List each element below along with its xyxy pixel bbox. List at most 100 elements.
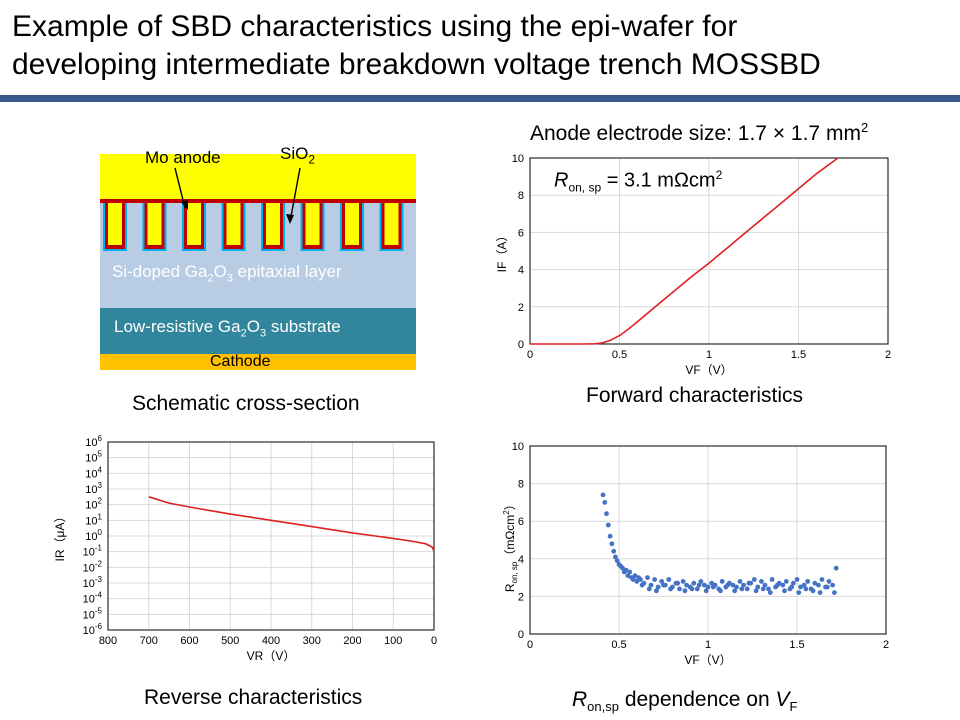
ron-ylabel-r: R	[502, 583, 517, 593]
ron-data-point	[759, 579, 764, 584]
y-tick-label: 8	[518, 479, 524, 491]
cross-section-caption: Schematic cross-section	[132, 392, 360, 415]
ron-annotation-sup: 2	[715, 168, 723, 182]
x-tick-label: 700	[140, 635, 158, 647]
sio2-sub: 2	[308, 152, 316, 167]
ron-data-point	[677, 586, 682, 592]
ron-data-point	[816, 582, 821, 588]
ron-data-point	[709, 580, 714, 586]
sub-sub-1: 2	[240, 327, 247, 340]
ron-data-point	[607, 533, 613, 539]
y-tick-label: 4	[518, 265, 524, 277]
x-tick-label: 2	[883, 639, 889, 651]
epi-text-2: O	[213, 262, 227, 281]
ron-data-point	[762, 582, 768, 588]
ron-ylabel-close: ）	[502, 498, 517, 511]
ron-data-point	[725, 582, 730, 588]
y-tick-label: 10-5	[83, 606, 103, 621]
y-tick-label: 10	[512, 153, 524, 165]
ron-data-point	[655, 584, 661, 590]
ron-data-point	[620, 565, 625, 571]
sub-text-2: O	[246, 317, 260, 336]
ron-data-point	[819, 577, 825, 582]
y-tick-label: 10	[512, 441, 524, 453]
epi-sub-1: 2	[207, 272, 214, 285]
ron-data-point	[732, 588, 738, 594]
reverse-chart-svg: 800 700 600 500 400 300 200 100 0 106105104103102…	[53, 434, 437, 663]
trench-fill	[226, 202, 241, 245]
ron-data-point	[652, 577, 657, 582]
forward-chart: 0 0.5 1 1.5 2 0 2 4 6 8 10 VF（V） IF（A） Ron, sp = 3.1…	[492, 148, 902, 380]
y-tick-label: 100	[85, 528, 102, 543]
y-tick-label: 6	[518, 227, 524, 239]
y-tick-label: 106	[85, 434, 102, 449]
x-tick-label: 1	[706, 349, 712, 361]
ron-annotation: Ron, sp = 3.1 mΩcm2	[554, 168, 722, 195]
y-tick-label: 103	[85, 481, 102, 496]
x-tick-label: 800	[99, 635, 117, 647]
y-tick-label: 10-3	[83, 575, 103, 590]
title-divider	[0, 95, 960, 102]
forward-title-main: Anode electrode size: 1.7 × 1.7 mm	[530, 122, 861, 145]
x-tick-label: 0.5	[611, 639, 626, 651]
trench-array	[100, 199, 416, 251]
ron-annotation-sub: on, sp	[568, 180, 602, 195]
ron-data-point	[691, 580, 697, 586]
y-axis-label: IR（μA）	[53, 511, 67, 562]
sub-text-1: Low-resistive Ga	[114, 317, 241, 336]
ron-data-point	[789, 584, 795, 590]
epi-sub-2: 3	[226, 272, 233, 285]
ron-data-point	[604, 511, 609, 517]
ron-data-point	[766, 586, 771, 592]
substrate-layer	[100, 308, 416, 354]
x-tick-label: 2	[885, 349, 891, 361]
ron-caption-v: V	[775, 688, 790, 711]
reverse-chart: 800 700 600 500 400 300 200 100 0 106 105 104 103 102…	[50, 432, 450, 672]
sio2-pointer	[289, 167, 301, 223]
y-tick-label: 10-4	[83, 591, 103, 606]
x-tick-label: 0	[527, 639, 533, 651]
ron-data-point	[826, 579, 832, 584]
ron-annotation-value: = 3.1 mΩcm	[601, 169, 716, 192]
y-tick-label: 2	[518, 302, 524, 314]
y-tick-label: 105	[85, 450, 102, 465]
forward-caption: Forward characteristics	[586, 384, 804, 407]
ron-caption-r: R	[572, 688, 588, 711]
y-tick-label: 104	[85, 465, 102, 480]
ron-data-point	[702, 582, 707, 588]
ron-data-point	[796, 590, 802, 595]
y-tick-label: 0	[518, 339, 524, 351]
ron-data-point	[719, 579, 725, 584]
cross-section-diagram: Mo anode SiO2 Si-doped Ga2O3 epitaxial l…	[100, 144, 416, 372]
ron-data-point	[623, 567, 629, 573]
ron-data-point	[810, 588, 816, 594]
trench-fill	[147, 202, 162, 245]
x-axis-label: VF（V）	[684, 653, 731, 667]
y-tick-label: 10-6	[83, 622, 103, 637]
ron-data-point	[634, 579, 640, 584]
ron-data-point	[741, 582, 746, 588]
slide-title: Example of SBD characteristics using the…	[12, 8, 952, 84]
ron-data-point	[703, 588, 709, 594]
ron-data-point	[710, 584, 716, 590]
ron-data-point	[760, 586, 766, 592]
ron-data-point	[698, 579, 704, 584]
trench-fill	[187, 202, 201, 245]
x-tick-label: 100	[384, 635, 402, 647]
x-tick-label: 200	[343, 635, 361, 647]
reverse-iv-curve	[148, 496, 435, 552]
cross-section-svg	[100, 154, 416, 370]
ron-caption-vsub: F	[789, 699, 798, 715]
ron-data-point	[613, 554, 618, 560]
ron-data-point	[682, 588, 688, 594]
epi-text-3: epitaxial layer	[232, 262, 342, 281]
ron-data-point	[812, 580, 818, 586]
ron-data-point	[798, 584, 803, 590]
y-tick-label: 10-1	[83, 544, 103, 559]
trench-fill	[108, 202, 122, 245]
ron-data-point	[684, 582, 689, 588]
y-tick-label: 6	[518, 516, 524, 528]
ron-data-point	[744, 586, 750, 592]
ron-y-axis-label: Ron, sp（mΩcm2）	[501, 485, 519, 605]
epitaxial-layer-label: Si-doped Ga2O3 epitaxial layer	[112, 262, 342, 284]
